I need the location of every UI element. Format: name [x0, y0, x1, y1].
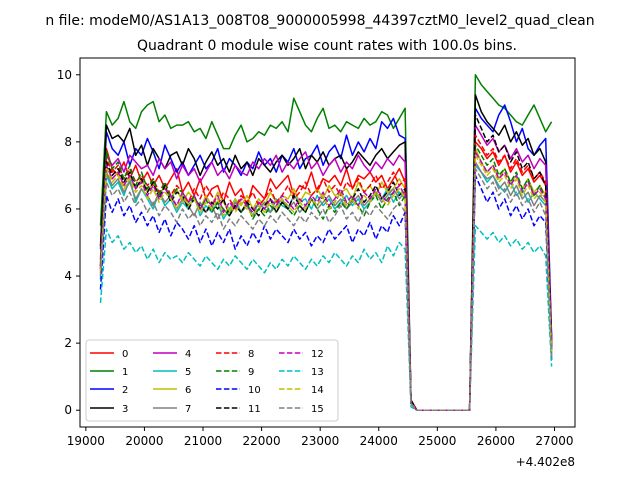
- legend-label-0: 0: [122, 349, 128, 360]
- legend-label-7: 7: [185, 404, 191, 415]
- legend-label-4: 4: [185, 349, 191, 360]
- series-line-9: [99, 144, 553, 411]
- series-line-15: [99, 167, 553, 411]
- series-line-13: [99, 224, 553, 411]
- y-tick-label: 8: [64, 135, 72, 149]
- x-tick-label: 27000: [535, 434, 573, 448]
- plot-lines: [99, 74, 553, 411]
- x-offset-label: +4.402e8: [516, 455, 575, 469]
- y-tick-label: 4: [64, 269, 72, 283]
- chart-title: Quadrant 0 module wise count rates with …: [137, 38, 517, 54]
- legend-label-1: 1: [122, 367, 128, 378]
- x-tick-label: 26000: [477, 434, 515, 448]
- legend-label-10: 10: [248, 385, 261, 396]
- series-line-1: [99, 74, 553, 411]
- x-tick-label: 23000: [301, 434, 339, 448]
- legend-label-6: 6: [185, 385, 191, 396]
- series-line-12: [99, 151, 553, 411]
- plot-frame: [79, 57, 576, 428]
- legend-label-9: 9: [248, 367, 254, 378]
- legend-label-3: 3: [122, 404, 128, 415]
- y-axis: 0 2 4 6 8 10: [57, 68, 80, 417]
- legend-label-5: 5: [185, 367, 191, 378]
- legend-label-12: 12: [311, 349, 324, 360]
- y-tick-label: 6: [64, 202, 72, 216]
- x-tick-label: 19000: [67, 434, 105, 448]
- legend-label-15: 15: [311, 404, 324, 415]
- x-axis: 19000 20000 21000 22000 23000 24000 25000 26000…: [67, 427, 574, 448]
- series-line-8: [99, 134, 553, 411]
- figure-suptitle: n file: modeM0/AS1A13_008T08_9000005998_…: [45, 13, 594, 29]
- legend-box: [85, 339, 339, 422]
- x-tick-label: 20000: [125, 434, 163, 448]
- series-line-10: [99, 174, 553, 411]
- series-line-3: [99, 94, 553, 411]
- legend-label-13: 13: [311, 367, 324, 378]
- y-tick-label: 10: [57, 68, 72, 82]
- legend-label-8: 8: [248, 349, 254, 360]
- y-tick-label: 2: [64, 336, 72, 350]
- series-line-14: [99, 154, 553, 411]
- legend-label-11: 11: [248, 404, 261, 415]
- x-tick-label: 21000: [184, 434, 222, 448]
- legend-label-2: 2: [122, 385, 128, 396]
- y-tick-label: 0: [64, 403, 72, 417]
- x-tick-label: 25000: [418, 434, 456, 448]
- x-tick-label: 24000: [360, 434, 398, 448]
- series-line-4: [99, 124, 553, 411]
- legend-label-14: 14: [311, 385, 324, 396]
- x-tick-label: 22000: [243, 434, 281, 448]
